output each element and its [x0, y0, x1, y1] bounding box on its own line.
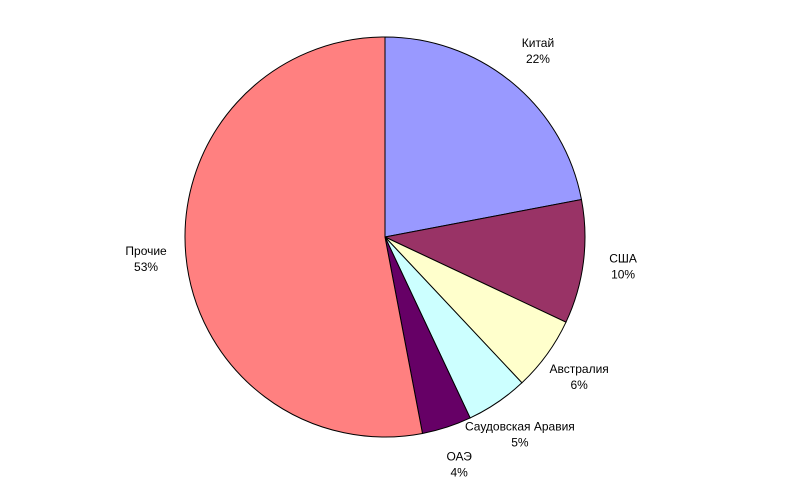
slice-label: Китай [522, 36, 554, 50]
slice-value-label: 10% [611, 267, 635, 281]
slice-label: США [609, 251, 637, 265]
pie-slice [384, 36, 583, 238]
slice-value-label: 53% [134, 260, 158, 274]
pie-slice [184, 36, 424, 438]
slice-value-label: 22% [526, 52, 550, 66]
slice-label: Прочие [125, 244, 167, 258]
slice-value-label: 5% [511, 436, 529, 450]
pie-slice [383, 198, 586, 323]
slice-label: ОАЭ [446, 449, 472, 463]
slice-value-label: 6% [570, 378, 588, 392]
slice-label: Саудовская Аравия [465, 420, 575, 434]
slice-label: Австралия [550, 362, 609, 376]
slice-value-label: 4% [450, 465, 468, 479]
